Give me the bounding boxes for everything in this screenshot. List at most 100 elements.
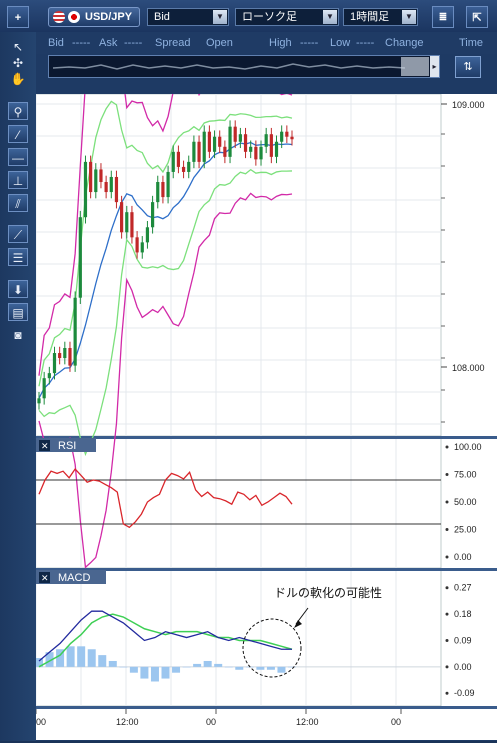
- axis-dot: [445, 473, 449, 476]
- axis-dot: [445, 500, 449, 504]
- price-type-value: Bid: [154, 11, 170, 23]
- macd-axis-label: 0.09: [454, 635, 472, 645]
- candle-bearish: [130, 212, 134, 238]
- pair-label: USD/JPY: [85, 11, 133, 23]
- candle-bearish: [290, 136, 294, 140]
- macd-title-tab: [36, 570, 106, 584]
- trendline-icon[interactable]: ⁄: [8, 125, 28, 143]
- macd-histogram-bar: [108, 660, 117, 667]
- candle-bullish: [280, 131, 284, 142]
- jp-flag-icon: [68, 11, 80, 23]
- close-x-icon: [39, 572, 50, 583]
- info-dash: -----: [124, 37, 143, 49]
- candle-bullish: [150, 202, 155, 228]
- candle-bearish: [176, 151, 181, 167]
- hand-pan-icon[interactable]: ✋: [10, 72, 26, 86]
- currency-pair-button[interactable]: USD/JPY: [48, 7, 140, 27]
- close-x-icon: [39, 440, 50, 451]
- candle-bearish: [89, 161, 93, 193]
- candle-bullish: [274, 141, 279, 157]
- macd-axis-label: 0.18: [454, 609, 472, 619]
- fibonacci-icon[interactable]: ☰: [8, 248, 28, 266]
- candle-bearish: [161, 182, 165, 198]
- info-time-label: Time: [459, 37, 484, 49]
- list-panel-icon[interactable]: ▤: [8, 303, 28, 321]
- collapse-arrow-icon[interactable]: ⇱: [466, 6, 488, 28]
- candle-bearish: [269, 134, 273, 157]
- parallel-lines-icon[interactable]: ⫽: [8, 194, 28, 212]
- pin-tool-icon[interactable]: ⚲: [8, 102, 28, 120]
- candle-bullish: [78, 217, 82, 298]
- chart-navigator[interactable]: ▸: [48, 55, 440, 78]
- axis-dot: [445, 586, 449, 590]
- candle-bullish: [73, 297, 77, 366]
- chart-area[interactable]: 109.000 108.000 ✕ RSI 100.00 75.00 50.00 25.00 0…: [35, 0, 497, 740]
- info-ask-label: Ask: [99, 37, 118, 49]
- info-spread-label: Spread: [155, 37, 191, 49]
- rsi-axis-label: 0.00: [454, 552, 472, 562]
- pointer-icon[interactable]: ↖: [12, 40, 24, 54]
- chevron-down-icon: ▼: [323, 10, 337, 24]
- candle-bullish: [37, 398, 41, 404]
- panel-separator: [36, 706, 497, 709]
- candle-bullish: [145, 227, 150, 243]
- moving-average-line: [38, 141, 293, 399]
- info-dash: -----: [300, 37, 319, 49]
- candle-bullish: [212, 136, 217, 152]
- crosshair-pointer-icon[interactable]: ✣: [12, 56, 24, 70]
- candle-bearish: [135, 237, 139, 253]
- settings-list-icon[interactable]: ≣: [432, 6, 454, 28]
- chart-type-value: ローソク足: [242, 11, 297, 23]
- drawing-tools-sidebar: ↖ ✣ ✋ ⚲ ⁄ — ⊥ ⫽ ⟋ ☰ ⬇ ▤ ◙: [0, 32, 36, 741]
- vertical-line-icon[interactable]: ⊥: [8, 171, 28, 189]
- price-type-select[interactable]: Bid ▼: [147, 8, 229, 26]
- macd-title: MACD: [58, 572, 90, 584]
- rsi-axis-label: 25.00: [454, 525, 477, 535]
- candle-bullish: [187, 161, 191, 172]
- rsi-title-tab: [36, 438, 96, 452]
- macd-histogram-bar: [77, 646, 86, 667]
- macd-histogram-bar: [235, 666, 244, 670]
- candle-bearish: [58, 353, 62, 359]
- candle-bearish: [285, 131, 289, 137]
- macd-histogram-bar: [140, 666, 149, 679]
- sync-chart-button[interactable]: ⇅: [455, 56, 481, 78]
- candle-bullish: [259, 146, 263, 160]
- download-arrow-icon[interactable]: ⬇: [8, 280, 28, 298]
- candle-bullish: [42, 378, 46, 399]
- candle-bearish: [104, 182, 108, 193]
- time-axis-label: 00: [391, 717, 401, 727]
- rsi-axis-label: 50.00: [454, 497, 477, 507]
- candle-bearish: [207, 131, 211, 152]
- candle-bullish: [156, 182, 160, 203]
- add-chart-button[interactable]: +: [7, 6, 29, 28]
- panel-separator: [36, 436, 497, 439]
- bollinger-lower-outer: [38, 192, 293, 569]
- candle-bearish: [68, 348, 72, 366]
- chart-type-select[interactable]: ローソク足 ▼: [235, 8, 339, 26]
- candle-bullish: [249, 146, 253, 152]
- time-axis-label: 12:00: [116, 717, 139, 727]
- fan-tool-icon[interactable]: ⟋: [8, 225, 28, 243]
- panel-frame: [35, 437, 442, 569]
- macd-histogram-bar: [66, 646, 75, 667]
- time-axis-background: [36, 709, 497, 740]
- candle-bullish: [109, 176, 113, 193]
- price-axis-label: 108.000: [452, 363, 485, 373]
- navigator-scroll-right-icon[interactable]: ▸: [430, 56, 439, 77]
- panel-separator: [36, 568, 497, 571]
- candle-bullish: [140, 242, 144, 253]
- candle-bullish: [238, 134, 242, 142]
- info-bid-label: Bid: [48, 37, 64, 49]
- candle-bearish: [223, 146, 227, 157]
- time-axis-label: 00: [206, 717, 216, 727]
- camera-icon[interactable]: ◙: [14, 328, 22, 342]
- macd-histogram-bar: [224, 666, 233, 668]
- candle-bullish: [52, 353, 57, 374]
- candle-bearish: [99, 169, 103, 182]
- us-flag-icon: [53, 11, 65, 23]
- candle-bearish: [181, 166, 186, 172]
- horizontal-line-icon[interactable]: —: [8, 148, 28, 166]
- timeframe-select[interactable]: 1時間足 ▼: [343, 8, 418, 26]
